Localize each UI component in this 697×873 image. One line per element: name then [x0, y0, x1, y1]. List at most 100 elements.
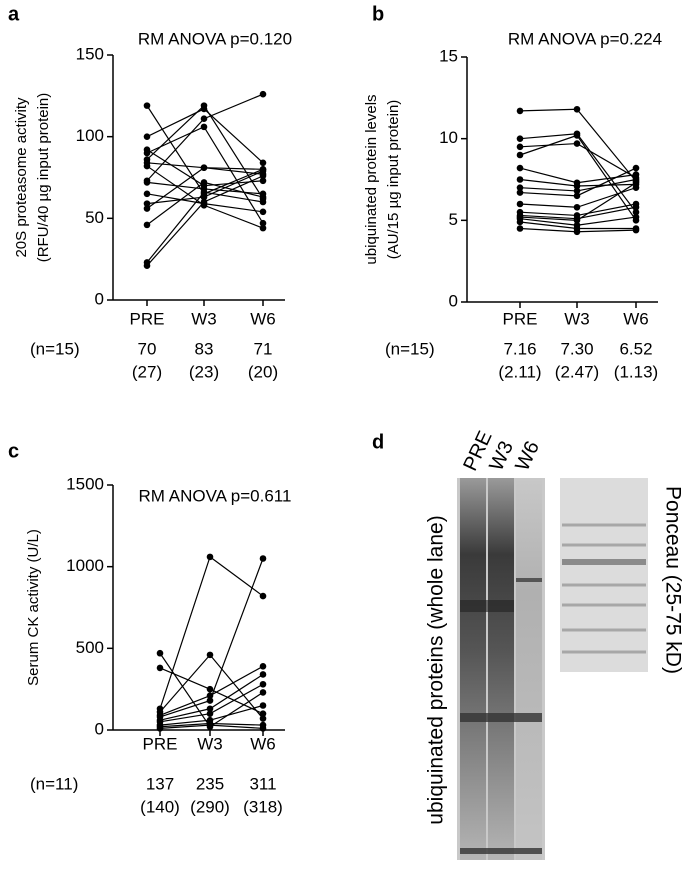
summary-mean: 83	[195, 339, 214, 358]
data-point	[200, 102, 208, 109]
data-point	[206, 705, 214, 713]
blot-band	[516, 578, 542, 582]
blot-lane	[488, 478, 514, 860]
y-axis-label: Serum CK activity (U/L)	[25, 529, 42, 686]
chart-title: RM ANOVA p=0.120	[138, 29, 292, 48]
summary-sd: (20)	[248, 362, 278, 381]
panel-label: c	[8, 440, 19, 462]
summary-mean: 70	[138, 339, 157, 358]
data-point	[259, 208, 267, 216]
data-point	[200, 200, 208, 207]
data-point	[200, 193, 208, 201]
blot-left-label: ubiquinated proteins (whole lane)	[425, 515, 448, 824]
blot-right-label: Ponceau (25-75 kD)	[661, 486, 684, 674]
data-point	[259, 172, 267, 180]
data-point	[143, 179, 151, 186]
data-point	[516, 151, 524, 159]
data-point	[206, 685, 214, 693]
y-tick-label: 5	[449, 210, 458, 229]
data-point	[573, 192, 581, 200]
data-point	[259, 555, 267, 562]
summary-mean: 311	[249, 774, 276, 793]
subject-line	[159, 555, 264, 709]
data-point	[259, 689, 267, 696]
y-tick-label: 100	[76, 126, 104, 145]
summary-mean: 137	[146, 774, 174, 793]
data-point	[200, 164, 208, 171]
x-tick-label: W6	[250, 309, 276, 328]
x-tick-label: PRE	[503, 309, 538, 328]
data-point	[632, 171, 640, 178]
data-point	[206, 697, 214, 704]
panel-label: b	[372, 3, 384, 25]
blot-panel: d ubiquinated proteins (whole lane) Ponc…	[372, 431, 684, 860]
y-tick-label: 0	[449, 291, 458, 310]
summary-mean: 235	[196, 774, 224, 793]
summary-sd: (318)	[243, 797, 283, 816]
data-point	[259, 224, 267, 232]
x-tick-label: W3	[191, 309, 217, 328]
data-point	[573, 132, 581, 139]
summary-sd: (27)	[132, 362, 162, 381]
data-point	[573, 228, 581, 236]
summary-n: (n=15)	[30, 339, 80, 358]
data-point	[516, 143, 524, 151]
data-point	[206, 651, 214, 659]
y-axis-label: ubiquinated protein levels	[363, 94, 380, 264]
data-point	[143, 190, 151, 198]
data-point	[516, 164, 524, 172]
data-point	[259, 177, 267, 185]
data-point	[516, 225, 524, 232]
lane-label: W6	[511, 438, 544, 474]
data-point	[632, 208, 640, 216]
data-point	[200, 123, 208, 131]
summary-mean: 7.30	[560, 339, 593, 358]
data-point	[143, 149, 151, 157]
data-point	[632, 213, 640, 221]
y-tick-label: 0	[95, 289, 104, 308]
summary-sd: (2.11)	[498, 362, 541, 381]
data-point	[573, 105, 581, 113]
data-point	[573, 187, 581, 195]
data-point	[206, 721, 214, 729]
data-point	[143, 262, 151, 270]
data-point	[573, 140, 581, 147]
data-point	[143, 200, 151, 207]
y-tick-label: 1000	[66, 556, 104, 575]
data-point	[632, 164, 640, 172]
blot-lane	[516, 478, 542, 860]
data-point	[516, 135, 524, 142]
summary-mean: 71	[254, 339, 273, 358]
data-point	[259, 219, 267, 227]
y-tick-label: 10	[439, 128, 458, 147]
blot-lane	[460, 478, 486, 860]
blot-band	[460, 600, 514, 612]
data-point	[259, 725, 267, 732]
x-tick-label: W3	[197, 734, 223, 753]
data-point	[259, 671, 267, 678]
summary-sd: (23)	[189, 362, 219, 381]
y-axis-label: 20S proteasome activity	[13, 97, 30, 258]
data-point	[516, 184, 524, 191]
ponceau-bands	[562, 523, 646, 654]
data-point	[573, 203, 581, 211]
data-point	[200, 188, 208, 196]
data-point	[573, 182, 581, 190]
data-point	[632, 179, 640, 187]
subject-line	[146, 126, 264, 224]
data-point	[259, 592, 267, 600]
data-point	[259, 159, 267, 167]
blot-band	[460, 848, 542, 854]
data-point	[259, 193, 267, 201]
data-point	[632, 226, 640, 234]
data-point	[259, 715, 267, 722]
y-tick-label: 500	[76, 638, 104, 657]
data-point	[516, 189, 524, 196]
blot-band	[460, 713, 542, 722]
data-point	[156, 664, 164, 672]
data-point	[259, 702, 267, 709]
data-point	[143, 221, 151, 229]
data-point	[143, 162, 151, 170]
y-tick-label: 50	[85, 208, 104, 227]
chart-title: RM ANOVA p=0.611	[139, 486, 292, 505]
